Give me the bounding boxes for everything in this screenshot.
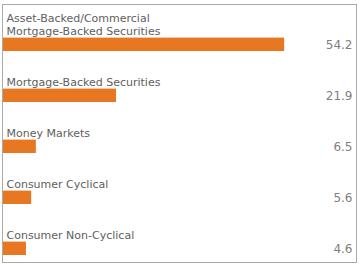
svg-text:6.5: 6.5 [333, 140, 352, 154]
svg-text:Money Markets: Money Markets [7, 127, 91, 140]
svg-text:5.6: 5.6 [333, 191, 352, 205]
svg-text:4.6: 4.6 [333, 242, 352, 256]
svg-text:Consumer Non-Cyclical: Consumer Non-Cyclical [7, 229, 135, 242]
svg-text:Consumer Cyclical: Consumer Cyclical [7, 178, 109, 191]
svg-text:Asset-Backed/CommercialMortgag: Asset-Backed/CommercialMortgage-Backed S… [7, 12, 161, 38]
svg-text:Mortgage-Backed Securities: Mortgage-Backed Securities [7, 76, 161, 89]
svg-text:21.9: 21.9 [326, 89, 353, 103]
svg-text:54.2: 54.2 [326, 38, 353, 52]
